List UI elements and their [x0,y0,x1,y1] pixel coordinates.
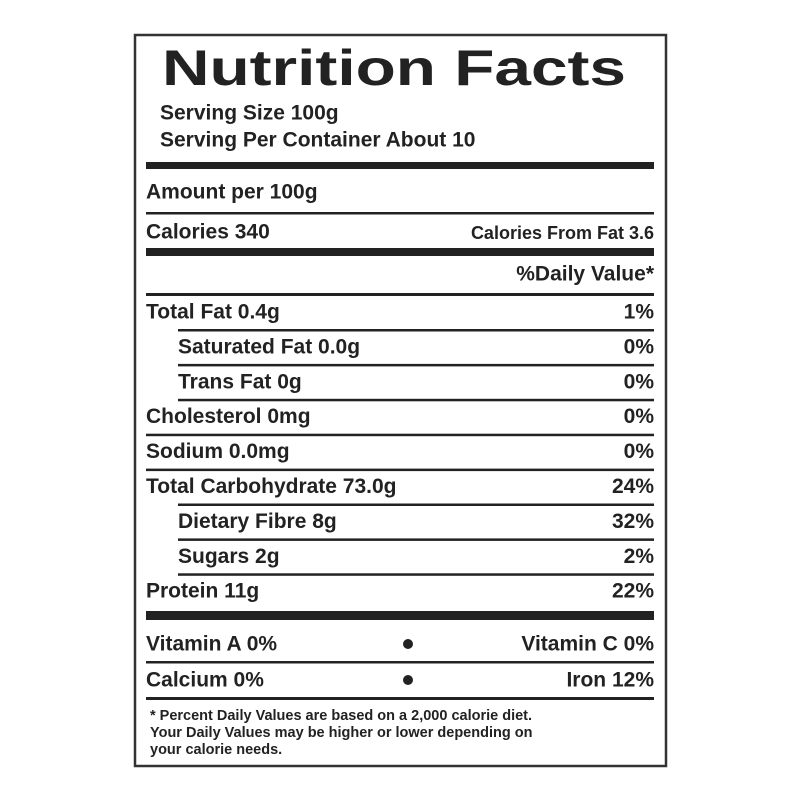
rule [146,697,654,700]
nutrient-label: Trans Fat 0g [178,370,302,393]
rule [146,212,654,215]
rule [146,661,654,664]
nutrient-percent: 22% [612,580,654,603]
thick-rule [146,611,654,620]
rule [178,503,654,506]
rule [146,433,654,437]
nutrient-label: Cholesterol 0mg [146,405,311,428]
rule [178,329,654,332]
rule [178,573,654,576]
rule [146,293,654,296]
footnote: * Percent Daily Values are based on a 2,… [150,708,532,758]
calories-from-fat: Calories From Fat 3.6 [471,223,654,243]
label-border [133,33,668,768]
nutrient-label: Protein 11g [146,580,259,603]
vitamin-rows: Vitamin A 0% Vitamin C 0% Calcium 0% Iron 1… [146,633,654,700]
rule [178,398,654,402]
rule [178,538,654,541]
footnote-line: your calorie needs. [150,742,282,758]
footnote-line: Your Daily Values may be higher or lower… [150,725,532,741]
vitamin-right: Iron 12% [566,669,654,692]
nutrient-percent: 24% [612,475,654,498]
nutrient-percent: 0% [624,370,655,393]
nutrient-rows: Total Fat 0.4g 1% Saturated Fat 0.0g 0% Tran… [146,301,654,603]
thick-rule [146,162,654,169]
vitamin-right: Vitamin C 0% [521,633,654,656]
bullet [403,675,413,685]
servings-per-container: Serving Per Container About 10 [160,129,475,152]
vitamin-left: Calcium 0% [146,669,264,692]
bullet [403,639,413,649]
rule [178,363,654,367]
nutrient-label: Saturated Fat 0.0g [178,335,360,358]
nutrient-label: Sodium 0.0mg [146,440,290,463]
nutrient-percent: 1% [624,301,655,324]
thick-rule [146,248,654,256]
nutrient-label: Total Fat 0.4g [146,301,280,324]
amount-per: Amount per 100g [146,181,318,204]
nutrient-percent: 32% [612,510,654,533]
calories: Calories 340 [146,221,270,244]
nutrient-label: Sugars 2g [178,545,280,568]
vitamin-left: Vitamin A 0% [146,633,277,656]
nutrient-percent: 2% [624,545,655,568]
nutrient-percent: 0% [624,440,655,463]
nutrient-label: Dietary Fibre 8g [178,510,337,533]
nutrient-percent: 0% [624,405,655,428]
serving-size: Serving Size 100g [160,102,339,125]
title: Nutrition Facts [162,40,626,96]
rule [146,468,654,472]
daily-value-header: %Daily Value* [516,263,655,286]
footnote-line: * Percent Daily Values are based on a 2,… [150,708,532,724]
nutrient-percent: 0% [624,335,655,358]
nutrient-label: Total Carbohydrate 73.0g [146,475,397,498]
